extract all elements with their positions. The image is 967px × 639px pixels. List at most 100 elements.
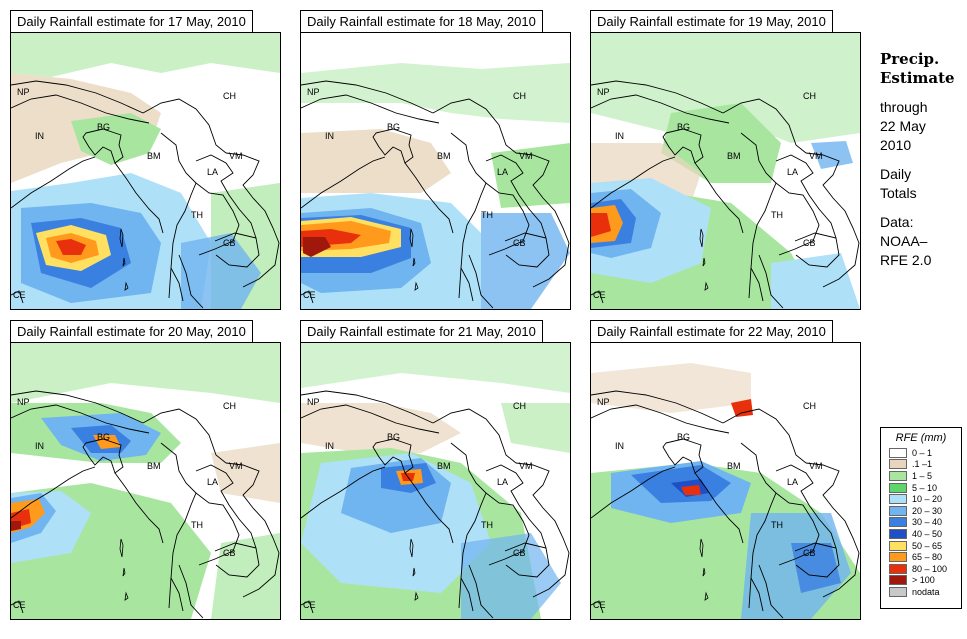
legend-swatch bbox=[889, 459, 907, 470]
label-np: NP bbox=[597, 87, 610, 97]
label-bg: BG bbox=[387, 122, 400, 132]
label-bm: BM bbox=[147, 151, 161, 161]
label-vm: VM bbox=[229, 151, 243, 161]
label-la: LA bbox=[787, 477, 798, 487]
label-cb: CB bbox=[803, 238, 816, 248]
label-ce: CE bbox=[593, 290, 606, 300]
label-ce: CE bbox=[13, 600, 26, 610]
legend-label: 10 – 20 bbox=[912, 494, 943, 505]
legend-title: RFE (mm) bbox=[895, 432, 947, 444]
label-bg: BG bbox=[677, 432, 690, 442]
legend-swatch bbox=[889, 586, 907, 597]
legend-label: 80 – 100 bbox=[912, 563, 948, 574]
legend-item: 40 – 50 bbox=[881, 528, 961, 540]
label-ch: CH bbox=[223, 91, 236, 101]
label-vm: VM bbox=[229, 461, 243, 471]
rainfall-map: NP CH IN BG BM VM LA TH CB CE bbox=[10, 32, 281, 310]
label-ce: CE bbox=[593, 600, 606, 610]
label-th: TH bbox=[191, 210, 203, 220]
label-vm: VM bbox=[809, 151, 823, 161]
label-cb: CB bbox=[513, 238, 526, 248]
label-th: TH bbox=[481, 210, 493, 220]
legend-swatch bbox=[889, 505, 907, 516]
legend-swatch bbox=[889, 494, 907, 505]
label-la: LA bbox=[207, 167, 218, 177]
label-ce: CE bbox=[303, 600, 316, 610]
label-la: LA bbox=[497, 167, 508, 177]
legend-label: 20 – 30 bbox=[912, 505, 943, 516]
label-bg: BG bbox=[387, 432, 400, 442]
label-bm: BM bbox=[437, 151, 451, 161]
legend-label: 1 – 5 bbox=[912, 470, 933, 481]
label-th: TH bbox=[191, 520, 203, 530]
legend-item: 65 – 80 bbox=[881, 551, 961, 563]
legend-swatch bbox=[889, 563, 907, 574]
label-la: LA bbox=[787, 167, 798, 177]
label-np: NP bbox=[17, 397, 30, 407]
legend-label: 50 – 65 bbox=[912, 540, 943, 551]
legend-label: > 100 bbox=[912, 575, 935, 586]
label-la: LA bbox=[497, 477, 508, 487]
label-ce: CE bbox=[13, 290, 26, 300]
label-in: IN bbox=[35, 131, 44, 141]
label-np: NP bbox=[307, 87, 320, 97]
legend-swatch bbox=[889, 482, 907, 493]
legend-swatch bbox=[889, 540, 907, 551]
label-th: TH bbox=[771, 210, 783, 220]
label-bg: BG bbox=[97, 432, 110, 442]
label-th: TH bbox=[771, 520, 783, 530]
label-ch: CH bbox=[803, 401, 816, 411]
label-th: TH bbox=[481, 520, 493, 530]
panel-title: Daily Rainfall estimate for 21 May, 2010 bbox=[300, 320, 543, 344]
label-in: IN bbox=[615, 441, 624, 451]
label-cb: CB bbox=[223, 238, 236, 248]
label-np: NP bbox=[307, 397, 320, 407]
legend-label: nodata bbox=[912, 586, 940, 597]
legend-swatch bbox=[889, 470, 907, 481]
legend-item: .1 –1 bbox=[881, 459, 961, 471]
legend-item: > 100 bbox=[881, 575, 961, 587]
label-cb: CB bbox=[223, 548, 236, 558]
through-year: 2010 bbox=[880, 137, 912, 153]
label-bm: BM bbox=[147, 461, 161, 471]
label-ce: CE bbox=[303, 290, 316, 300]
panel-title: Daily Rainfall estimate for 19 May, 2010 bbox=[590, 10, 833, 34]
legend-swatch bbox=[889, 552, 907, 563]
legend-swatch bbox=[889, 575, 907, 586]
legend-item: 80 – 100 bbox=[881, 563, 961, 575]
label-cb: CB bbox=[513, 548, 526, 558]
label-ch: CH bbox=[223, 401, 236, 411]
legend-item: 1 – 5 bbox=[881, 470, 961, 482]
label-ch: CH bbox=[513, 401, 526, 411]
label-in: IN bbox=[325, 131, 334, 141]
legend-item: nodata bbox=[881, 586, 961, 598]
label-cb: CB bbox=[803, 548, 816, 558]
data-label: Data: bbox=[880, 214, 914, 230]
label-ch: CH bbox=[513, 91, 526, 101]
legend-item: 10 – 20 bbox=[881, 493, 961, 505]
heading-precip: Precip. bbox=[880, 50, 940, 68]
legend-swatch bbox=[889, 517, 907, 528]
rainfall-map: NP CH IN BG BM VM LA TH CB CE bbox=[590, 32, 861, 310]
legend-label: 0 – 1 bbox=[912, 447, 933, 458]
rainfall-map: NP CH IN BG BM VM LA TH CB CE bbox=[590, 342, 861, 620]
totals-label: Totals bbox=[880, 185, 917, 201]
legend-label: 30 – 40 bbox=[912, 517, 943, 528]
daily-label: Daily bbox=[880, 166, 912, 182]
legend-item: 30 – 40 bbox=[881, 517, 961, 529]
panel-title: Daily Rainfall estimate for 17 May, 2010 bbox=[10, 10, 253, 34]
legend-item: 5 – 10 bbox=[881, 482, 961, 494]
label-bm: BM bbox=[727, 461, 741, 471]
rainfall-map: NP CH IN BG BM VM LA TH CB CE bbox=[300, 342, 571, 620]
label-bm: BM bbox=[437, 461, 451, 471]
label-vm: VM bbox=[809, 461, 823, 471]
data-version: RFE 2.0 bbox=[880, 252, 932, 268]
label-in: IN bbox=[615, 131, 624, 141]
panel-title: Daily Rainfall estimate for 20 May, 2010 bbox=[10, 320, 253, 344]
legend-item: 50 – 65 bbox=[881, 540, 961, 552]
legend-item: 0 – 1 bbox=[881, 447, 961, 459]
through-date: 22 May bbox=[880, 118, 926, 134]
label-bg: BG bbox=[677, 122, 690, 132]
label-bm: BM bbox=[727, 151, 741, 161]
sidebar-info: Precip. Estimate through 22 May 2010 Dai… bbox=[880, 50, 964, 270]
